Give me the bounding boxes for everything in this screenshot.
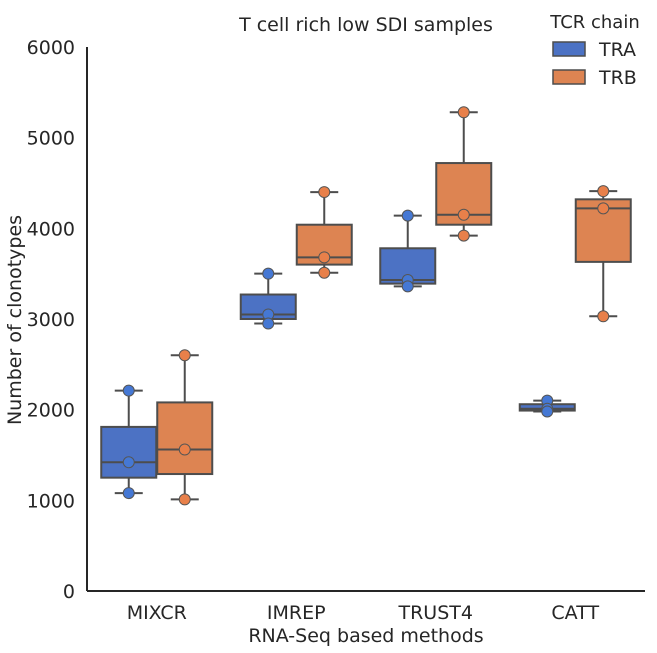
y-tick-label: 3000 xyxy=(27,309,75,331)
data-point-trust4-trb xyxy=(457,208,470,221)
legend-swatch-tra xyxy=(552,41,586,57)
x-tick-label: TRUST4 xyxy=(398,602,473,624)
data-point-mixcr-tra xyxy=(122,456,135,469)
data-point-imrep-tra xyxy=(262,267,275,280)
legend: TCR chain TRA TRB xyxy=(549,12,639,89)
data-point-trust4-trb xyxy=(457,229,470,242)
box-mixcr-trb xyxy=(156,401,214,476)
y-tick-label: 0 xyxy=(63,581,75,603)
legend-label-tra: TRA xyxy=(598,39,636,61)
data-point-trust4-tra xyxy=(401,280,414,293)
legend-swatch-trb xyxy=(552,69,586,85)
data-point-mixcr-trb xyxy=(178,493,191,506)
data-point-trust4-trb xyxy=(457,106,470,119)
legend-title: TCR chain xyxy=(549,12,639,33)
y-axis-title: Number of clonotypes xyxy=(4,215,26,425)
data-point-imrep-tra xyxy=(262,317,275,330)
data-point-mixcr-trb xyxy=(178,349,191,362)
data-point-mixcr-tra xyxy=(122,487,135,500)
y-tick-label: 5000 xyxy=(27,128,75,150)
data-point-imrep-trb xyxy=(318,266,331,279)
x-tick-label: CATT xyxy=(551,602,599,624)
x-axis-title: RNA-Seq based methods xyxy=(248,625,483,647)
y-tick-label: 6000 xyxy=(27,37,75,59)
data-point-catt-trb xyxy=(597,185,610,198)
data-point-catt-trb xyxy=(597,202,610,215)
y-tick-label: 2000 xyxy=(27,400,75,422)
x-tick-label: IMREP xyxy=(267,602,326,624)
data-point-catt-tra xyxy=(541,405,554,418)
data-point-trust4-tra xyxy=(401,209,414,222)
y-tick-label: 4000 xyxy=(27,218,75,240)
legend-label-trb: TRB xyxy=(598,67,637,89)
x-tick-label: MIXCR xyxy=(127,602,187,624)
chart-title: T cell rich low SDI samples xyxy=(238,14,493,36)
y-tick-label: 1000 xyxy=(27,490,75,512)
data-point-mixcr-trb xyxy=(178,443,191,456)
data-point-imrep-trb xyxy=(318,251,331,264)
data-point-imrep-trb xyxy=(318,186,331,199)
data-point-mixcr-tra xyxy=(122,384,135,397)
box-mixcr-tra xyxy=(100,425,158,479)
plot-area: 0 1000 2000 3000 4000 5000 6000 MIXCR IMREP TRUST… xyxy=(27,37,645,624)
data-point-catt-trb xyxy=(597,310,610,323)
